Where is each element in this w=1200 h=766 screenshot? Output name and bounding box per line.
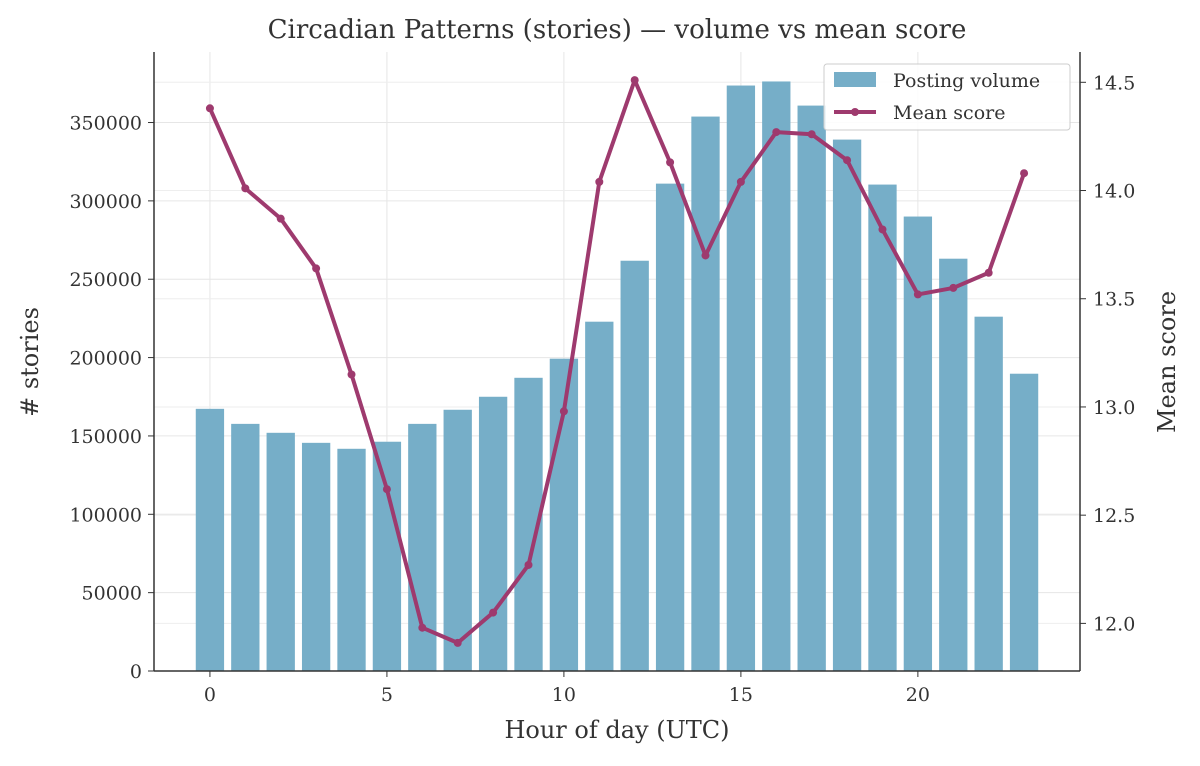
mean-score-point xyxy=(984,268,993,277)
mean-score-point xyxy=(524,560,533,569)
legend: Posting volume Mean score xyxy=(823,63,1071,131)
y-right-tick-label: 12.0 xyxy=(1093,613,1135,635)
y-tick-label: 100000 xyxy=(69,504,142,526)
y-right-tick-label: 14.0 xyxy=(1093,181,1135,203)
mean-score-point xyxy=(736,177,745,186)
bar xyxy=(372,441,402,671)
bar xyxy=(337,448,366,671)
x-axis-label: Hour of day (UTC) xyxy=(504,716,729,744)
mean-score-point xyxy=(1020,169,1029,178)
mean-score-point xyxy=(630,76,639,85)
bars-posting-volume xyxy=(195,81,1039,672)
legend-label-posting-volume: Posting volume xyxy=(893,70,1040,92)
mean-score-line xyxy=(208,78,1026,645)
mean-score-point xyxy=(489,608,498,617)
mean-score-point xyxy=(347,370,356,379)
x-tick-label: 15 xyxy=(729,684,753,706)
bar xyxy=(726,85,756,671)
bar xyxy=(939,258,968,671)
y-right-tick-label: 12.5 xyxy=(1093,505,1135,527)
bar xyxy=(868,184,897,672)
mean-score-point xyxy=(312,264,321,273)
legend-swatch-posting-volume xyxy=(834,72,876,87)
y-axis-label: # stories xyxy=(16,307,44,417)
x-tick-label: 0 xyxy=(204,684,216,706)
mean-score-point xyxy=(666,158,675,167)
x-tick-label: 5 xyxy=(381,684,393,706)
y-tick-label: 0 xyxy=(130,661,142,683)
bar xyxy=(301,442,331,671)
y-tick-label: 50000 xyxy=(82,583,142,605)
bar xyxy=(231,423,260,671)
y-right-tick-label: 14.5 xyxy=(1093,72,1135,94)
line-mean-score xyxy=(205,76,1029,647)
bar xyxy=(903,216,933,671)
y-tick-label: 350000 xyxy=(69,113,142,135)
mean-score-point xyxy=(843,156,852,165)
mean-score-point xyxy=(382,485,391,494)
bar xyxy=(585,321,614,671)
mean-score-point xyxy=(807,130,816,139)
y-tick-label: 300000 xyxy=(69,191,142,213)
bar xyxy=(655,183,685,671)
mean-score-point xyxy=(453,638,462,647)
mean-score-point xyxy=(418,623,427,632)
bar xyxy=(195,408,225,671)
bar xyxy=(762,81,791,672)
y-tick-label: 200000 xyxy=(69,348,142,370)
bar xyxy=(1009,373,1039,671)
bar xyxy=(832,139,862,672)
mean-score-point xyxy=(772,128,781,137)
chart-title: Circadian Patterns (stories) — volume vs… xyxy=(268,15,967,45)
mean-score-point xyxy=(276,214,285,223)
mean-score-point xyxy=(949,283,958,292)
axes: 0 5 10 15 20 0 50000 100000 150000 200000 250000 30… xyxy=(69,52,1135,706)
x-tick-label: 20 xyxy=(906,684,930,706)
bar xyxy=(974,316,1003,671)
y-right-axis-label: Mean score xyxy=(1153,291,1181,433)
mean-score-point xyxy=(701,251,710,260)
bar xyxy=(443,409,472,671)
y-tick-label: 250000 xyxy=(69,269,142,291)
x-tick-label: 10 xyxy=(552,684,576,706)
legend-label-mean-score: Mean score xyxy=(893,102,1005,124)
bar xyxy=(620,260,649,671)
mean-score-point xyxy=(878,225,887,234)
mean-score-point xyxy=(913,290,922,299)
bar xyxy=(266,432,295,671)
y-right-tick-label: 13.5 xyxy=(1093,289,1135,311)
y-tick-label: 150000 xyxy=(69,426,142,448)
bar xyxy=(691,116,720,672)
mean-score-point xyxy=(595,177,604,186)
mean-score-point xyxy=(559,407,568,416)
bar xyxy=(478,396,508,671)
y-right-tick-label: 13.0 xyxy=(1093,397,1135,419)
bar xyxy=(797,105,826,672)
mean-score-point xyxy=(205,104,214,113)
mean-score-point xyxy=(241,184,250,193)
